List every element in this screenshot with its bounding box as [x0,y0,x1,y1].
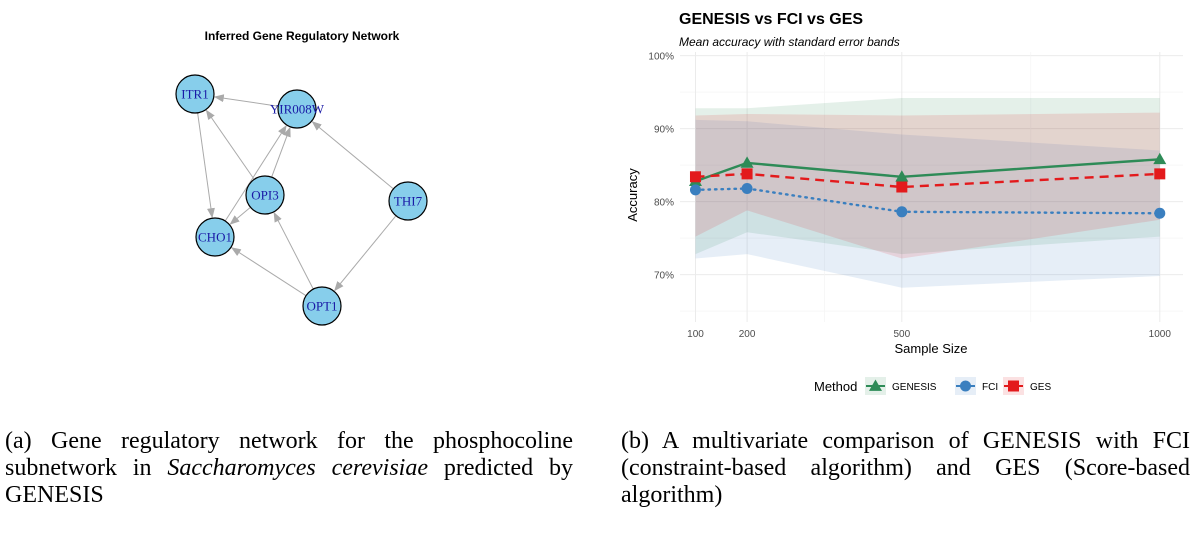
line-fci [694,187,1162,215]
legend: Method GENESIS FCI GES [814,377,1051,395]
network-nodes: ITR1 YIR008W OPI3 THI7 CHO1 OPT1 [175,74,428,326]
edge-cho1-to-yir008w [224,124,287,222]
y-tick-label: 100% [648,52,674,63]
x-axis-ticks: 100 200 500 1000 [687,329,1171,340]
y-tick-label: 80% [654,198,674,209]
point-fci-500 [896,206,908,218]
node-label: OPT1 [306,299,337,314]
network-panel: Inferred Gene Regulatory Network ITR1 YIR… [175,29,428,326]
node-itr1: ITR1 [175,74,215,114]
chart-title: GENESIS vs FCI vs GES [679,11,863,28]
line-genesis [695,158,1160,183]
node-circle [388,181,428,221]
edge-opt1-to-opi3 [273,211,314,290]
point-fci-1000 [1154,207,1166,219]
point-ges-500 [896,181,908,193]
point-fci-200 [741,182,753,194]
node-circle [245,175,285,215]
band-fci [695,119,1160,288]
node-yir008w: YIR008W [270,89,325,129]
chart-gridlines [680,52,1183,322]
node-label: YIR008W [270,102,325,117]
edge-thi7-to-yir008w [311,121,394,190]
node-opt1: OPT1 [302,286,342,326]
node-circle [302,286,342,326]
node-circle [195,217,235,257]
legend-item-fci: FCI [955,377,998,395]
caption-left: (a) Gene regulatory network for the phos… [5,428,573,509]
x-tick-label: 200 [739,329,756,340]
caption-right: (b) A multivariate comparison of GENESIS… [621,428,1190,509]
series-lines [694,158,1162,215]
line-ges [695,172,1160,189]
edge-opi3-to-yir008w [271,126,291,178]
edge-opi3-to-cho1 [229,206,251,225]
point-genesis-200 [740,156,754,168]
y-axis-ticks: 70% 80% 90% 100% [648,52,674,282]
legend-item-genesis: GENESIS [865,377,937,395]
error-bands [695,98,1160,288]
point-genesis-1000 [1153,152,1167,165]
x-tick-label: 500 [893,329,910,340]
network-edges [197,94,397,297]
series-markers [688,152,1167,219]
chart-panel: GENESIS vs FCI vs GES Mean accuracy with… [625,11,1183,395]
legend-key-marker [960,380,971,392]
node-label: OPI3 [251,188,278,203]
y-axis-label: Accuracy [625,168,640,222]
node-circle [277,89,317,129]
caption-left-tail: predicted by GENESIS [5,455,573,508]
point-ges-200 [741,168,753,180]
legend-label: FCI [982,382,998,393]
point-ges-100 [689,171,701,183]
legend-label: GENESIS [892,382,937,393]
edge-yir008w-to-itr1 [213,94,279,107]
node-label: THI7 [394,194,423,209]
legend-label: GES [1030,382,1051,393]
edge-thi7-to-opt1 [334,215,397,292]
caption-left-text: (a) Gene regulatory network for the phos… [5,428,573,481]
chart-subtitle: Mean accuracy with standard error bands [679,35,900,49]
point-fci-100 [689,184,701,196]
y-tick-label: 70% [654,271,674,282]
node-opi3: OPI3 [245,175,285,215]
network-title: Inferred Gene Regulatory Network [205,29,400,43]
edge-itr1-to-cho1 [197,112,215,219]
edge-opi3-to-itr1 [205,109,255,180]
x-tick-label: 100 [687,329,704,340]
node-label: ITR1 [181,87,208,102]
x-tick-label: 1000 [1149,329,1172,340]
node-label: CHO1 [198,230,232,245]
point-ges-1000 [1154,168,1166,180]
node-cho1: CHO1 [195,217,235,257]
caption-right-text: (b) A multivariate comparison of GENESIS… [621,428,1190,508]
legend-key-marker [1008,380,1019,392]
x-axis-label: Sample Size [895,341,968,356]
node-thi7: THI7 [388,181,428,221]
node-circle [175,74,215,114]
edge-opt1-to-cho1 [230,247,307,297]
point-genesis-500 [895,170,909,182]
legend-title: Method [814,379,857,394]
legend-key-marker [869,379,882,391]
legend-item-ges: GES [1003,377,1051,395]
caption-left-species: Saccharomyces cerevisiae [167,455,428,481]
y-tick-label: 90% [654,125,674,136]
